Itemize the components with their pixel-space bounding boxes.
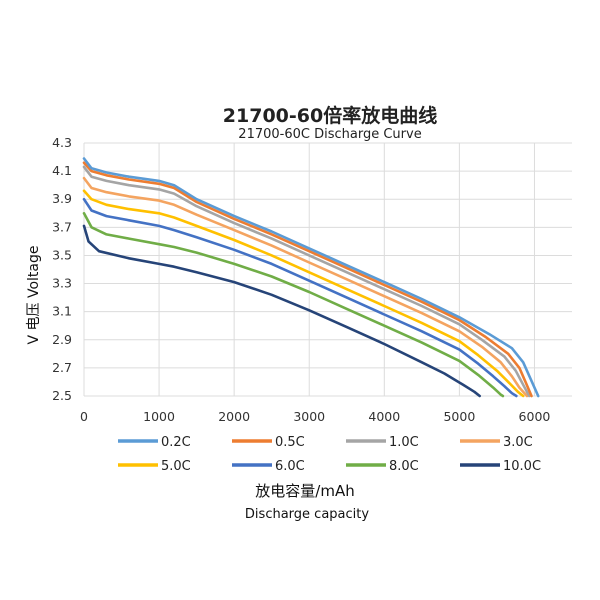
chart-title: 21700-60倍率放电曲线 — [223, 104, 437, 127]
y-tick-label: 3.1 — [52, 304, 72, 319]
legend-item-0-5C: 0.5C — [232, 435, 305, 450]
y-tick-label: 4.1 — [52, 163, 72, 178]
series-lines — [82, 157, 540, 398]
x-axis-label-english: Discharge capacity — [245, 507, 369, 522]
x-tick-label: 1000 — [143, 409, 175, 424]
x-axis-label: 放电容量/mAh — [255, 482, 354, 500]
series-line-8-0C — [82, 212, 505, 398]
series-line-3-0C — [82, 176, 529, 398]
legend-label: 8.0C — [389, 459, 419, 474]
legend-item-1-0C: 1.0C — [346, 435, 419, 450]
y-tick-label: 3.7 — [52, 219, 72, 234]
x-tick-label: 0 — [80, 409, 88, 424]
legend: 0.2C 0.5C 1.0C 3.0C 5.0C 6.0C 8.0C 10.0C — [118, 435, 541, 474]
legend-item-0-2C: 0.2C — [118, 435, 191, 450]
legend-label: 5.0C — [161, 459, 191, 474]
y-tick-label: 3.3 — [52, 276, 72, 291]
series-line-5-0C — [82, 189, 525, 398]
legend-label: 3.0C — [503, 435, 533, 450]
legend-label: 10.0C — [503, 459, 541, 474]
y-tick-label: 3.9 — [52, 191, 72, 206]
series-line-0-5C — [82, 161, 533, 398]
legend-label: 0.2C — [161, 435, 191, 450]
x-axis-ticks: 0 1000 2000 3000 4000 5000 6000 — [80, 409, 550, 424]
legend-item-8-0C: 8.0C — [346, 459, 419, 474]
x-tick-label: 4000 — [368, 409, 400, 424]
x-tick-label: 3000 — [293, 409, 325, 424]
chart-subtitle: 21700-60C Discharge Curve — [238, 127, 421, 142]
legend-item-5-0C: 5.0C — [118, 459, 191, 474]
series-line-6-0C — [82, 197, 518, 398]
y-tick-label: 3.5 — [52, 247, 72, 262]
x-tick-label: 6000 — [519, 409, 551, 424]
x-tick-label: 5000 — [443, 409, 475, 424]
legend-item-3-0C: 3.0C — [460, 435, 533, 450]
y-tick-label: 2.9 — [52, 332, 72, 347]
legend-item-6-0C: 6.0C — [232, 459, 305, 474]
y-axis-label: V 电压 Voltage — [26, 246, 42, 345]
y-tick-label: 4.3 — [52, 135, 72, 150]
y-tick-label: 2.5 — [52, 388, 72, 403]
legend-item-10-0C: 10.0C — [460, 459, 541, 474]
y-tick-label: 2.7 — [52, 360, 72, 375]
legend-label: 0.5C — [275, 435, 305, 450]
y-axis-ticks: 2.5 2.7 2.9 3.1 3.3 3.5 3.7 3.9 4.1 4.3 — [52, 135, 72, 403]
legend-label: 1.0C — [389, 435, 419, 450]
series-line-1-0C — [82, 165, 531, 398]
series-line-10-0C — [82, 224, 481, 398]
series-line-0-2C — [82, 157, 540, 398]
x-tick-label: 2000 — [218, 409, 250, 424]
legend-label: 6.0C — [275, 459, 305, 474]
